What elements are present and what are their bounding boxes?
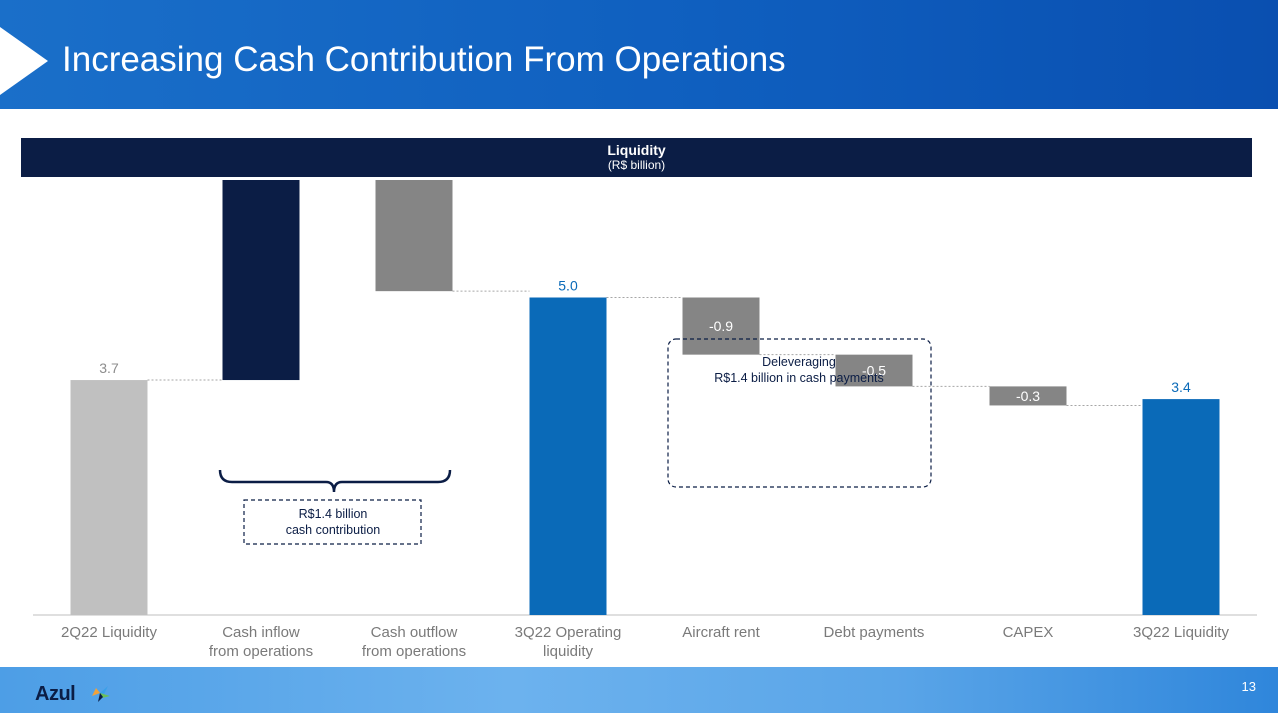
cash-contribution-text: R$1.4 billion xyxy=(299,507,368,521)
bar-1 xyxy=(70,380,148,615)
category-label: 3Q22 Liquidity xyxy=(1133,624,1229,641)
azul-bird-icon xyxy=(92,686,110,702)
value-label: 3.4 xyxy=(1171,379,1191,395)
category-label: 2Q22 Liquidity xyxy=(61,624,157,641)
chart-title-band: Liquidity (R$ billion) xyxy=(21,138,1252,177)
value-label: -0.9 xyxy=(709,318,733,334)
value-label: 5.0 xyxy=(558,278,578,294)
page-title: Increasing Cash Contribution From Operat… xyxy=(62,40,786,79)
bar-6 xyxy=(835,354,913,387)
bar-7 xyxy=(989,386,1067,406)
header-banner: Increasing Cash Contribution From Operat… xyxy=(0,0,1278,109)
chart-subtitle: (R$ billion) xyxy=(607,158,666,172)
azul-logo: Azul xyxy=(35,683,76,705)
category-label: Aircraft rent xyxy=(682,624,760,641)
cash-contribution-text: cash contribution xyxy=(286,523,381,537)
value-label: -0.3 xyxy=(1016,388,1040,404)
bar-2 xyxy=(222,180,300,381)
bar-4 xyxy=(529,297,607,615)
brace-icon xyxy=(218,469,452,493)
category-label: Cash inflow xyxy=(222,624,300,641)
category-label: Cash outflow xyxy=(371,624,458,641)
category-label: Debt payments xyxy=(824,624,925,641)
chart-title: Liquidity xyxy=(607,142,666,158)
value-label: 3.7 xyxy=(99,360,119,376)
cash-contribution-box xyxy=(243,499,422,545)
bar-3 xyxy=(375,180,453,292)
deleveraging-box xyxy=(667,338,932,488)
category-label: liquidity xyxy=(543,643,594,660)
category-label: from operations xyxy=(209,643,313,660)
category-label: 3Q22 Operating xyxy=(515,624,622,641)
value-label: -0.5 xyxy=(862,363,886,379)
page-number: 13 xyxy=(1241,679,1256,694)
category-label: from operations xyxy=(362,643,466,660)
bar-5 xyxy=(682,297,760,355)
footer-bar: Azul 13 xyxy=(0,667,1278,713)
deleveraging-text: Deleveraging xyxy=(762,355,836,369)
category-label: CAPEX xyxy=(1003,624,1054,641)
deleveraging-text: R$1.4 billion in cash payments xyxy=(714,371,884,385)
bar-8 xyxy=(1142,399,1220,615)
header-arrow-icon xyxy=(0,27,48,95)
